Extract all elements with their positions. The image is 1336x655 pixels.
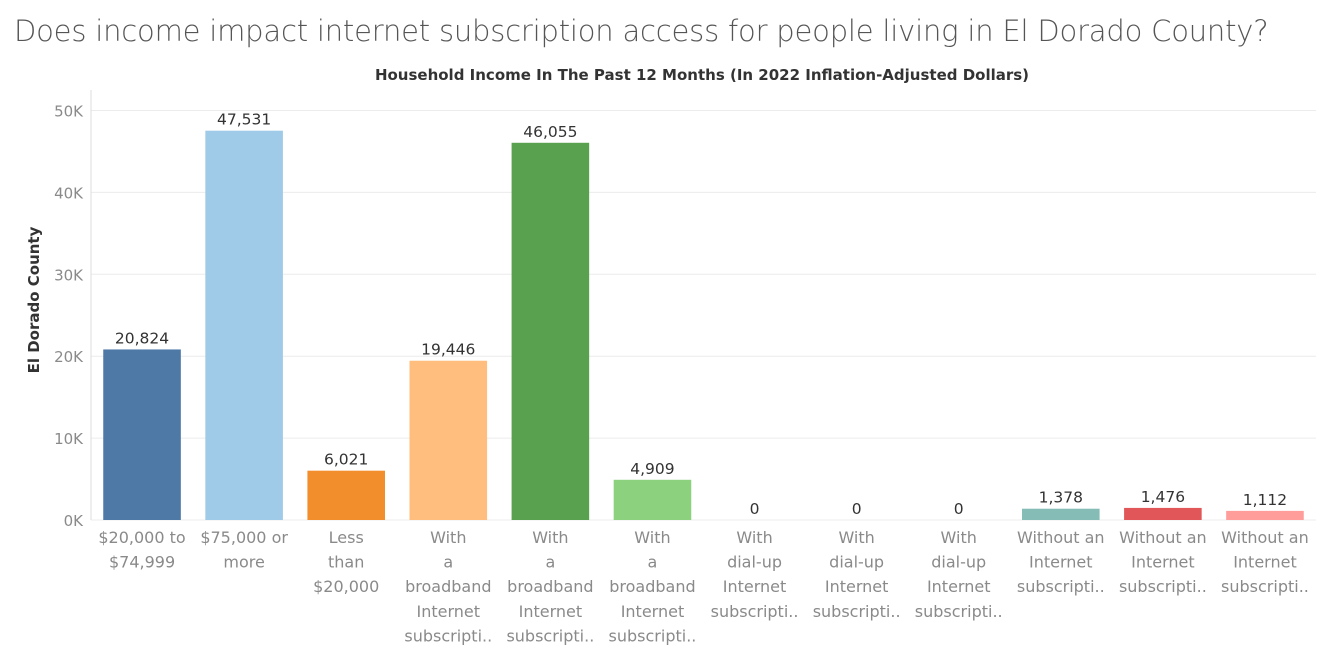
y-tick-label: 0K [64, 512, 85, 530]
data-label: 1,378 [1039, 489, 1083, 507]
data-label: 0 [852, 500, 862, 518]
bar[interactable] [1022, 508, 1100, 520]
bar[interactable] [613, 479, 692, 520]
data-label: 47,531 [217, 111, 271, 129]
data-label: 1,476 [1141, 488, 1185, 506]
x-axis: $20,000 to $74,999 $75,000 or more Less than $… [98, 528, 1308, 645]
x-tick-label: Without an Internet subscripti.. [1017, 528, 1105, 596]
data-label: 1,112 [1243, 491, 1287, 509]
gridlines [91, 109, 1316, 521]
bar[interactable] [409, 360, 488, 520]
x-tick-label: Without an Internet subscripti.. [1221, 528, 1309, 596]
data-label: 4,909 [630, 460, 674, 478]
x-tick-label: With a broadband Internet subscripti.. [506, 528, 594, 645]
y-axis-title: El Dorado County [25, 226, 43, 373]
y-tick-label: 30K [54, 266, 84, 284]
x-tick-label: With dial-up Internet subscripti.. [711, 528, 799, 621]
y-tick-label: 50K [54, 102, 84, 120]
chart-title: Does income impact internet subscription… [14, 14, 1269, 48]
bar[interactable] [205, 130, 283, 520]
data-labels: 20,824 47,531 6,021 19,446 46,055 4,909 0 0 0 1,3… [115, 111, 1287, 518]
data-label: 0 [750, 500, 760, 518]
y-tick-label: 10K [54, 430, 84, 448]
x-tick-label: $75,000 or more [200, 528, 288, 572]
x-tick-label: Without an Internet subscripti.. [1119, 528, 1207, 596]
bar[interactable] [1226, 510, 1304, 520]
bar[interactable] [103, 349, 181, 520]
bar[interactable] [511, 142, 590, 521]
y-tick-label: 40K [54, 184, 84, 202]
data-label: 0 [954, 500, 964, 518]
bar[interactable] [307, 470, 385, 520]
x-tick-label: With a broadband Internet subscripti.. [609, 528, 697, 645]
column-header-title: Household Income In The Past 12 Months (… [375, 66, 1029, 84]
bars [103, 130, 1304, 521]
y-tick-label: 20K [54, 348, 84, 366]
bar[interactable] [1124, 507, 1202, 520]
data-label: 19,446 [421, 341, 475, 359]
x-tick-label: With dial-up Internet subscripti.. [915, 528, 1003, 621]
x-tick-label: With a broadband Internet subscripti.. [404, 528, 492, 645]
y-axis: 0K 10K 20K 30K 40K 50K [54, 90, 92, 530]
data-label: 20,824 [115, 329, 169, 347]
x-tick-label: Less than $20,000 [313, 528, 379, 596]
x-tick-label: With dial-up Internet subscripti.. [813, 528, 901, 621]
data-label: 6,021 [324, 451, 368, 469]
x-tick-label: $20,000 to $74,999 [98, 528, 185, 572]
data-label: 46,055 [523, 123, 577, 141]
